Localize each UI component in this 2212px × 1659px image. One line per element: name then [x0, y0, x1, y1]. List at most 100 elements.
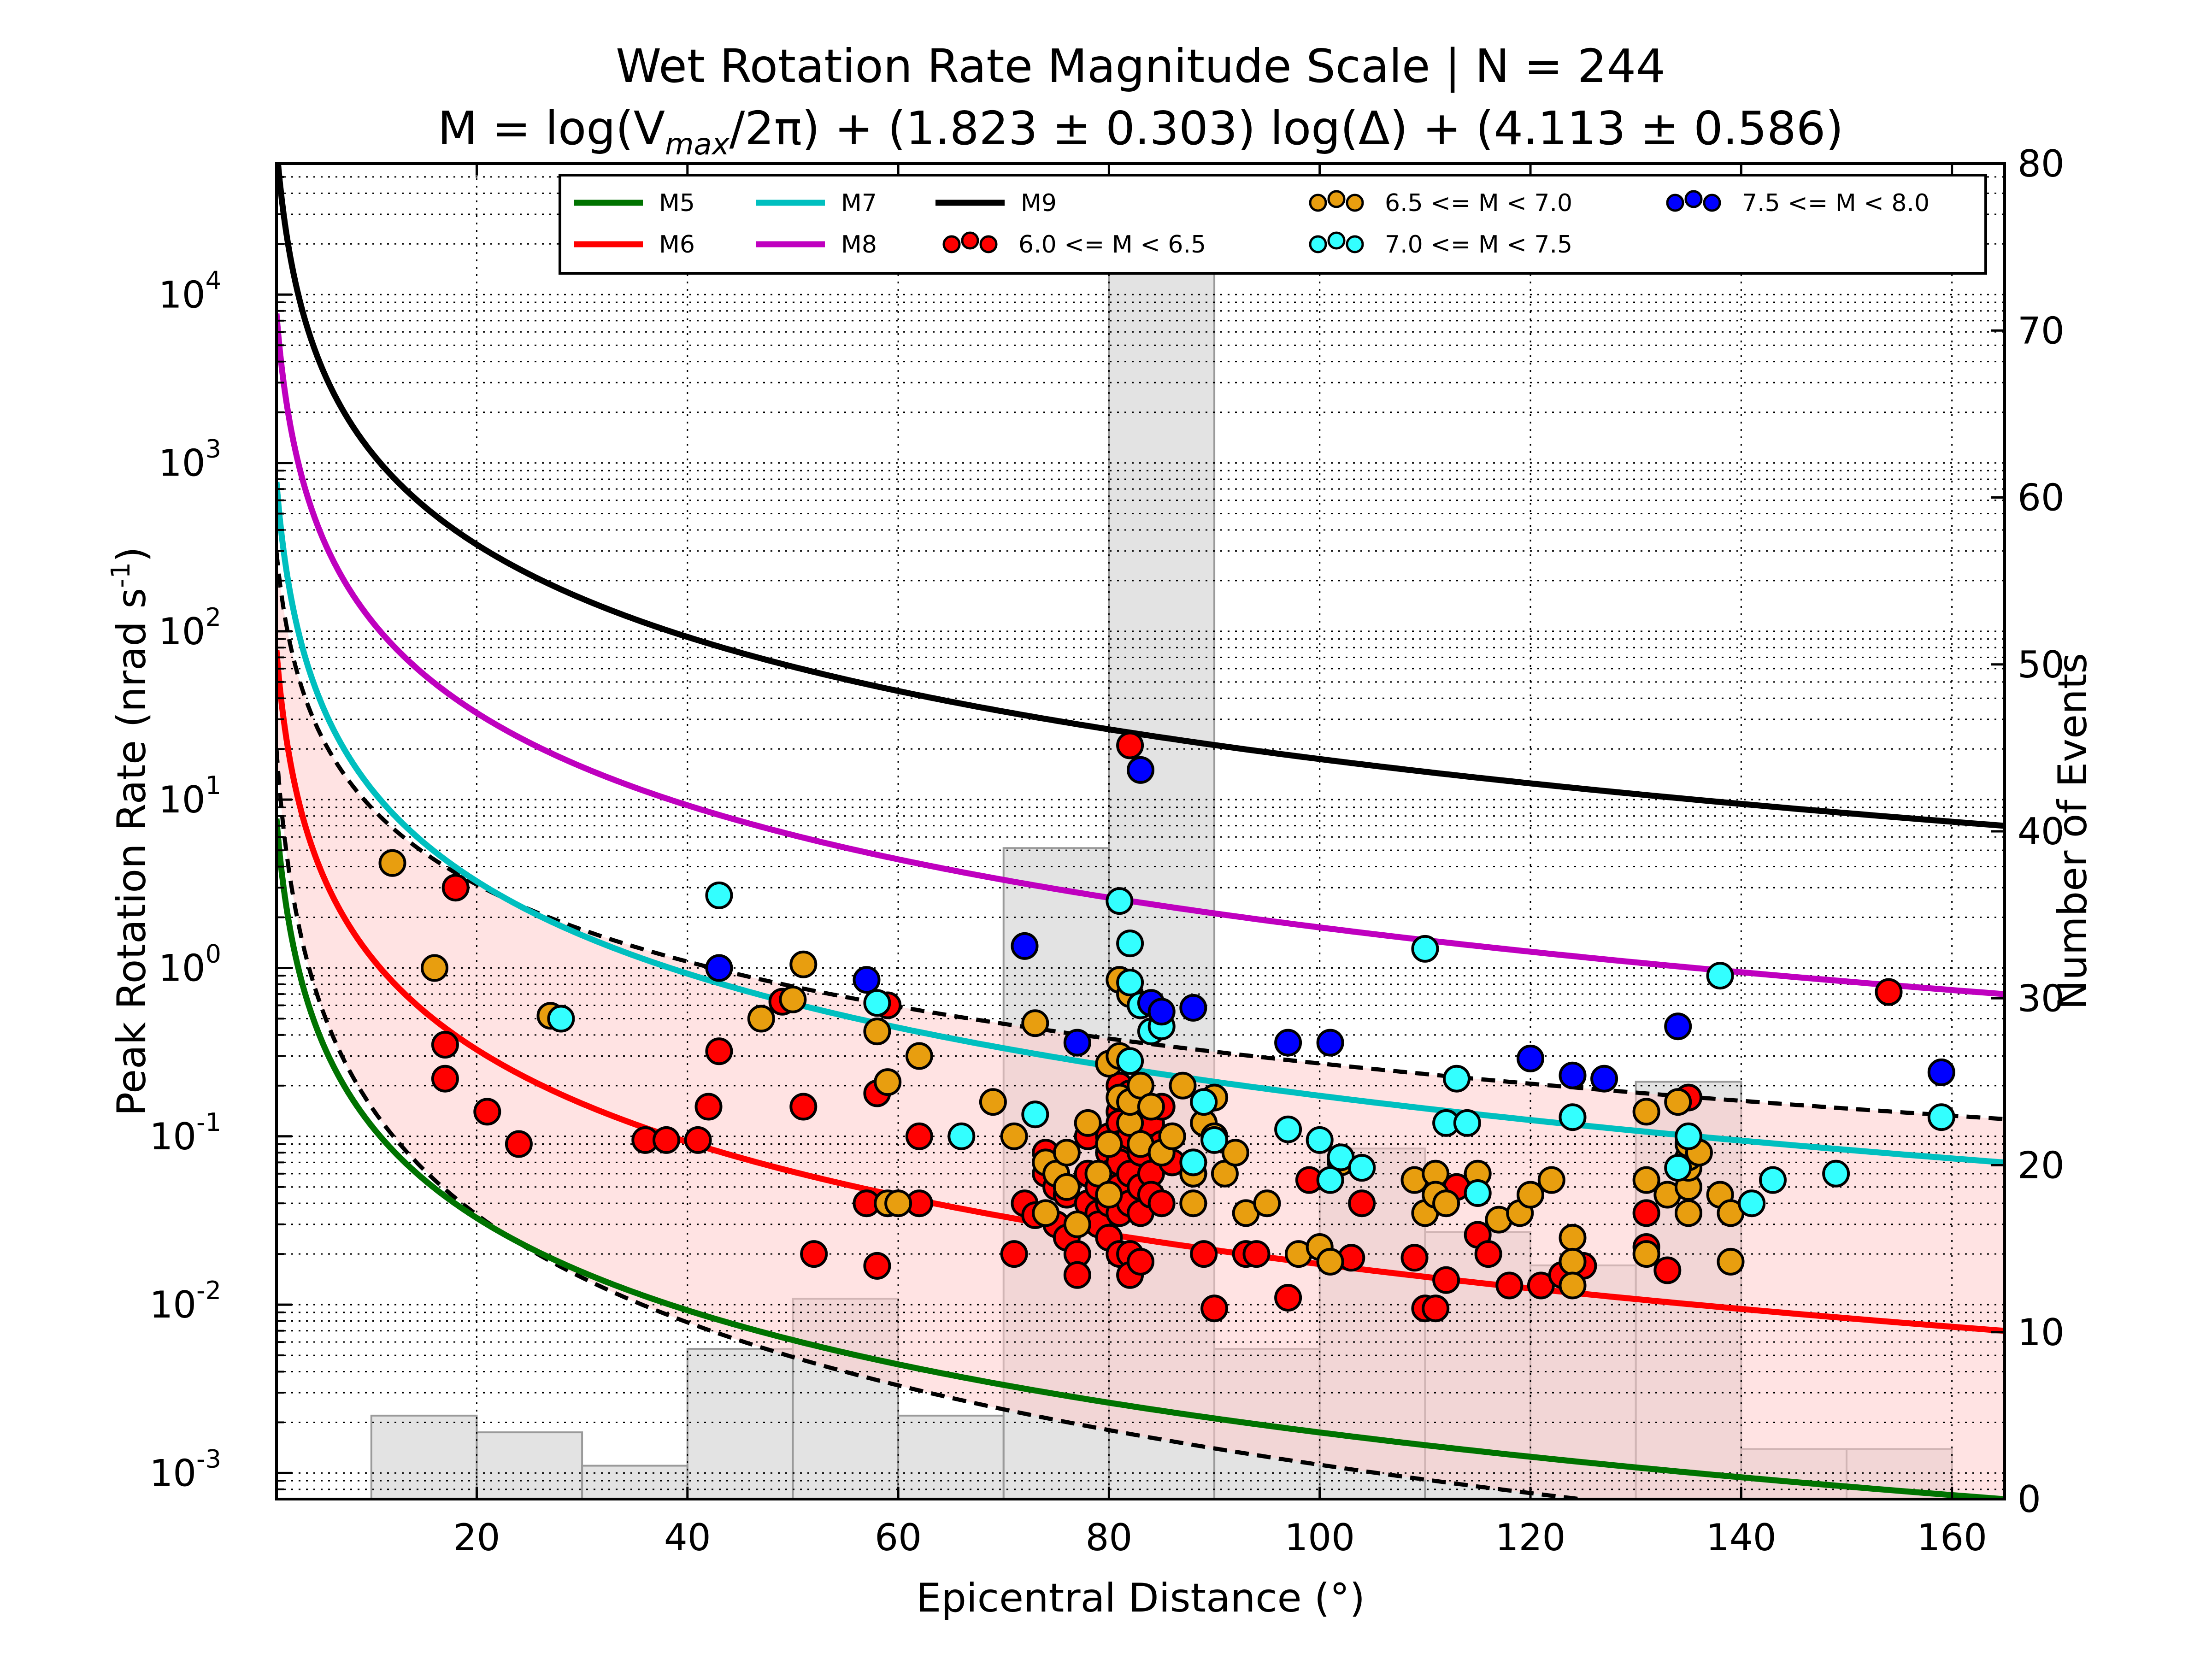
- event-point-series-4: [1274, 1029, 1302, 1057]
- event-point-series-3: [1453, 1109, 1481, 1137]
- event-point-series-1: [1632, 1199, 1660, 1227]
- event-point-series-1: [505, 1130, 533, 1158]
- event-point-series-1: [653, 1126, 680, 1154]
- y-tick-label: 103: [159, 435, 221, 485]
- event-point-series-1: [684, 1126, 712, 1154]
- event-point-series-1: [1000, 1240, 1028, 1268]
- event-point-series-2: [884, 1189, 912, 1218]
- legend-marker-series-3: [1327, 231, 1346, 250]
- event-point-series-1: [1432, 1266, 1460, 1294]
- y-tick-label: 10-3: [149, 1444, 221, 1494]
- histogram-bar: [581, 1465, 688, 1499]
- event-point-series-4: [1927, 1058, 1955, 1086]
- event-point-series-2: [789, 950, 818, 978]
- legend-marker-series-1: [979, 235, 998, 253]
- legend-label-series-3: 7.0 <= M < 7.5: [1385, 231, 1572, 259]
- event-point-series-2: [1221, 1139, 1249, 1167]
- y2-tick-label: 60: [2018, 477, 2065, 519]
- histogram-bar: [370, 1414, 478, 1499]
- event-point-series-3: [1106, 887, 1134, 915]
- upper-bound-curve: [276, 551, 2005, 1121]
- magnitude-curve-m5: [276, 818, 2005, 1499]
- event-point-series-3: [1927, 1103, 1955, 1131]
- event-point-series-1: [431, 1031, 459, 1059]
- event-point-series-1: [694, 1093, 723, 1121]
- event-point-series-4: [1127, 756, 1154, 784]
- event-point-series-3: [1179, 1148, 1207, 1177]
- legend-marker-series-1: [942, 235, 961, 253]
- event-point-series-2: [1559, 1271, 1587, 1300]
- event-point-series-2: [1032, 1199, 1060, 1227]
- event-point-series-2: [1137, 1093, 1165, 1121]
- y-axis-label-superscript: -1: [106, 562, 136, 588]
- x-tick-label: 80: [1086, 1516, 1133, 1559]
- event-point-series-1: [705, 1037, 733, 1065]
- event-point-series-2: [1632, 1240, 1660, 1268]
- y2-tick-label: 80: [2018, 142, 2065, 185]
- y-tick-label: 104: [159, 266, 221, 316]
- event-point-series-2: [1179, 1189, 1207, 1218]
- y-axis-label-text: Peak Rotation Rate (nrad s: [109, 588, 155, 1116]
- event-point-series-2: [421, 954, 448, 982]
- event-point-series-3: [705, 881, 733, 909]
- legend-entries: M5 M6 M7 M8 M9 6.0 <= M < 6.5 6.5 <= M < 7.0 7.…: [574, 189, 1930, 259]
- event-point-series-2: [1432, 1189, 1460, 1218]
- event-point-series-1: [789, 1093, 818, 1121]
- plot-layer: [276, 164, 2005, 1499]
- x-tick-label: 140: [1706, 1516, 1777, 1559]
- event-point-series-3: [1200, 1126, 1229, 1154]
- event-point-series-2: [1632, 1098, 1660, 1126]
- lower-bound-curve: [276, 748, 1598, 1499]
- subtitle-part-2: /2π) + (1.823 ± 0.303) log(Δ) + (4.113 ±…: [729, 101, 1844, 155]
- magnitude-curve-m8: [276, 313, 2005, 997]
- event-point-series-2: [1664, 1088, 1692, 1116]
- event-point-series-4: [1590, 1065, 1618, 1093]
- event-point-series-3: [1411, 935, 1439, 963]
- event-point-series-3: [1706, 962, 1734, 990]
- event-point-series-4: [1559, 1061, 1587, 1089]
- y2-tick-label: 0: [2018, 1478, 2041, 1521]
- event-point-series-2: [1537, 1166, 1565, 1194]
- event-point-series-1: [441, 874, 470, 902]
- legend-label-series-4: 7.5 <= M < 8.0: [1742, 189, 1930, 217]
- x-tick-label: 40: [664, 1516, 711, 1559]
- magnitude-curve-m7: [276, 482, 2005, 1166]
- y-tick-label: 100: [159, 939, 221, 989]
- event-point-series-1: [431, 1065, 459, 1093]
- event-point-series-2: [378, 849, 406, 877]
- event-point-series-3: [1274, 1115, 1302, 1143]
- event-point-series-1: [800, 1240, 828, 1268]
- x-axis-label: Epicentral Distance (°): [916, 1575, 1365, 1621]
- event-point-series-2: [1158, 1122, 1186, 1150]
- event-point-series-2: [1095, 1130, 1123, 1158]
- event-point-series-2: [863, 1018, 891, 1046]
- event-point-series-3: [1759, 1166, 1787, 1194]
- event-point-series-2: [1717, 1247, 1745, 1276]
- histogram-bar: [897, 1414, 1005, 1499]
- chart-title: Wet Rotation Rate Magnitude Scale | N = …: [616, 39, 1665, 93]
- event-point-series-2: [1074, 1109, 1102, 1137]
- event-point-series-4: [1147, 998, 1176, 1026]
- subtitle-subscript: max: [665, 128, 730, 162]
- x-tick-label: 100: [1284, 1516, 1355, 1559]
- event-point-series-2: [1632, 1166, 1660, 1194]
- legend-marker-series-2: [1327, 190, 1346, 208]
- legend-label-m7: M7: [841, 189, 877, 217]
- event-point-series-3: [1190, 1088, 1218, 1116]
- event-point-series-2: [1063, 1210, 1091, 1238]
- event-point-series-2: [1517, 1181, 1544, 1209]
- axis-layer: 20 40 60 80 100 120 140 16010-310-210-110010110…: [149, 142, 2064, 1559]
- event-point-series-3: [1738, 1189, 1766, 1218]
- event-point-series-2: [1559, 1247, 1587, 1276]
- legend-label-m8: M8: [841, 231, 877, 259]
- subtitle-part-1: M = log(V: [438, 101, 665, 155]
- event-point-series-3: [1116, 969, 1144, 996]
- event-point-series-2: [979, 1088, 1007, 1116]
- y-tick-label: 101: [159, 771, 221, 821]
- event-point-series-2: [905, 1042, 933, 1070]
- y-tick-label: 10-2: [149, 1276, 221, 1326]
- histogram-bar: [686, 1347, 794, 1499]
- event-point-series-2: [1253, 1189, 1281, 1218]
- event-point-series-4: [1664, 1012, 1692, 1041]
